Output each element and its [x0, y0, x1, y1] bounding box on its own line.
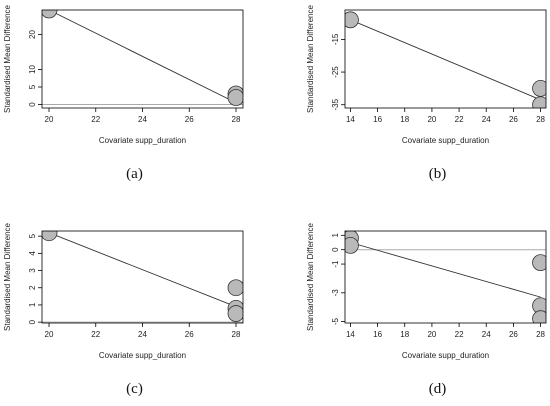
y-tick-label: -35 — [331, 98, 340, 110]
y-tick-label: 5 — [28, 233, 37, 238]
y-axis-title: Standardised Mean Difference — [3, 222, 12, 330]
y-tick-label: 3 — [28, 268, 37, 273]
panel-a: 20 22 24 26 28 0 5 10 20 Covariate supp_duration S… — [3, 4, 244, 182]
x-tick-label: 18 — [400, 330, 409, 339]
data-point — [227, 279, 243, 297]
panel-b-frame — [344, 9, 547, 109]
x-tick-label: 20 — [427, 115, 436, 124]
x-tick-label: 28 — [536, 330, 545, 339]
x-tick-label: 22 — [455, 330, 464, 339]
y-tick-label: 5 — [28, 84, 37, 89]
x-tick-label: 26 — [185, 115, 194, 124]
y-tick-label: -25 — [331, 66, 340, 78]
data-point — [532, 254, 546, 272]
y-tick-label: 0 — [28, 102, 37, 107]
x-tick-label: 20 — [45, 330, 54, 339]
y-axis-title: Standardised Mean Difference — [306, 4, 315, 112]
panel-label: (a) — [126, 166, 143, 182]
y-tick-label: -1 — [331, 260, 340, 268]
x-tick-label: 26 — [509, 330, 518, 339]
y-tick-label: 2 — [28, 285, 37, 290]
x-axis-title: Covariate supp_duration — [402, 351, 489, 360]
x-tick-label: 28 — [232, 115, 241, 124]
panel-c-frame — [41, 230, 244, 324]
panel-b-regression-line — [350, 19, 541, 101]
x-axis-title: Covariate supp_duration — [99, 351, 186, 360]
x-tick-label: 24 — [482, 115, 491, 124]
data-point — [227, 305, 243, 322]
y-tick-label: 10 — [28, 65, 37, 74]
panel-c-regression-line — [48, 232, 237, 308]
data-point — [532, 310, 546, 323]
data-point — [345, 236, 359, 254]
panel-d-points — [345, 231, 546, 323]
y-tick-label: 1 — [331, 233, 340, 238]
x-axis-title: Covariate supp_duration — [99, 136, 186, 145]
x-axis-title: Covariate supp_duration — [402, 136, 489, 145]
y-tick-label: 0 — [28, 319, 37, 324]
y-tick-label: 4 — [28, 251, 37, 256]
x-tick-label: 16 — [373, 115, 382, 124]
x-tick-label: 14 — [346, 330, 355, 339]
y-tick-label: 20 — [28, 30, 37, 39]
panel-c: 20 22 24 26 28 0 1 2 3 4 5 Covariate supp_duration S… — [3, 222, 244, 397]
x-tick-label: 14 — [346, 115, 355, 124]
y-tick-label: -15 — [331, 33, 340, 45]
x-tick-label: 24 — [138, 115, 147, 124]
panel-b-points — [345, 11, 546, 108]
panel-a-points — [42, 10, 243, 106]
panel-d-regression-line — [350, 242, 541, 298]
y-tick-label: 0 — [331, 247, 340, 252]
panel-d: 14 16 18 20 22 24 26 28 1 0 -1 -3 -5 Covariate supp_d… — [306, 222, 547, 397]
panel-a-frame — [41, 9, 244, 109]
x-tick-label: 28 — [536, 115, 545, 124]
data-point — [42, 10, 58, 19]
x-tick-label: 22 — [91, 115, 100, 124]
panel-a-regression-line — [48, 9, 237, 104]
x-tick-label: 24 — [482, 330, 491, 339]
data-point — [227, 89, 243, 106]
y-axis-title: Standardised Mean Difference — [3, 4, 12, 112]
panel-b: 14 16 18 20 22 24 26 28 -15 -25 -35 Covariate supp_… — [306, 4, 547, 182]
x-tick-label: 22 — [455, 115, 464, 124]
panel-d-frame — [344, 230, 547, 324]
y-tick-label: -5 — [331, 317, 340, 325]
data-point — [345, 11, 359, 29]
x-tick-label: 20 — [45, 115, 54, 124]
x-tick-label: 26 — [185, 330, 194, 339]
panel-label: (b) — [429, 166, 447, 182]
x-tick-label: 24 — [138, 330, 147, 339]
data-point — [532, 96, 546, 108]
y-tick-label: -3 — [331, 289, 340, 297]
x-tick-label: 18 — [400, 115, 409, 124]
x-tick-label: 26 — [509, 115, 518, 124]
panel-label: (d) — [429, 381, 447, 397]
panel-label: (c) — [126, 381, 143, 397]
x-tick-label: 16 — [373, 330, 382, 339]
x-tick-label: 28 — [232, 330, 241, 339]
data-point — [42, 231, 58, 242]
x-tick-label: 20 — [427, 330, 436, 339]
panel-c-points — [42, 231, 243, 322]
x-tick-label: 22 — [91, 330, 100, 339]
y-axis-title: Standardised Mean Difference — [306, 222, 315, 330]
y-tick-label: 1 — [28, 302, 37, 307]
